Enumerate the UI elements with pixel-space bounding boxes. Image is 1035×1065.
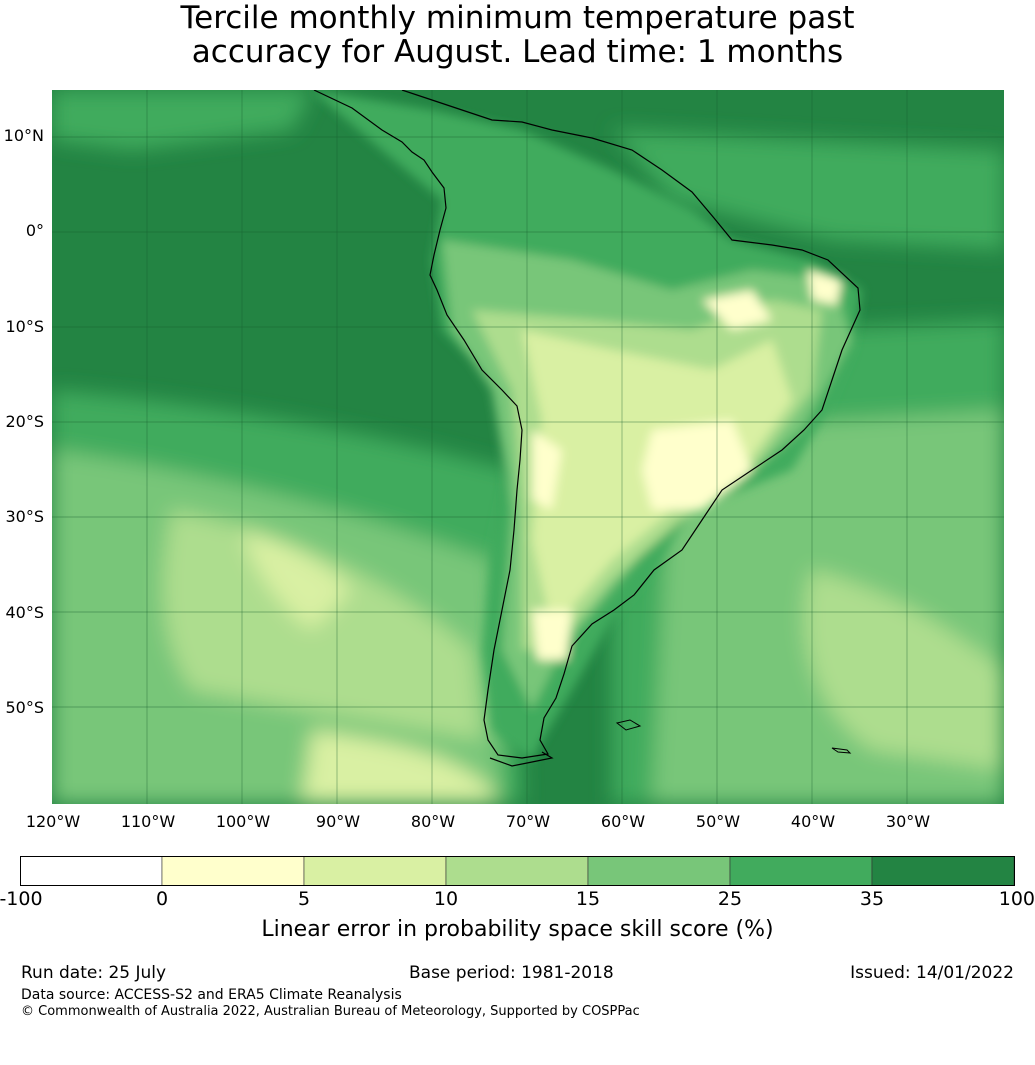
lon-label: 70°W — [505, 812, 551, 831]
continent-interior-band-0-central — [642, 420, 752, 510]
north-atlantic-band-35 — [612, 130, 1004, 250]
lon-label: 100°W — [215, 812, 271, 831]
map-title-line1: Tercile monthly minimum temperature past — [180, 0, 855, 36]
data-source: Data source: ACCESS-S2 and ERA5 Climate … — [21, 987, 402, 1003]
south-atlantic-band-15 — [804, 570, 1004, 770]
continent-interior-band-0-andes — [532, 430, 562, 510]
tierra-del-fuego-coast — [489, 751, 554, 767]
lon-label: 120°W — [25, 812, 81, 831]
falkland-islands — [615, 719, 642, 731]
lon-label: 30°W — [885, 812, 931, 831]
continent-interior-band-0-east-tip — [807, 270, 842, 305]
lon-label: 110°W — [120, 812, 176, 831]
issued-date: Issued: 14/01/2022 — [850, 963, 1014, 983]
colorbar-label: Linear error in probability space skill … — [261, 917, 774, 942]
base-period: Base period: 1981-2018 — [409, 963, 614, 983]
south-georgia — [831, 747, 852, 754]
colorbar-tick: 5 — [297, 888, 311, 910]
lon-label: 90°W — [315, 812, 361, 831]
map-title-line2: accuracy for August. Lead time: 1 months — [191, 34, 844, 70]
north-caribbean-band-35 — [52, 90, 312, 150]
colorbar-tick: 35 — [859, 888, 885, 910]
colorbar-segment — [20, 856, 163, 886]
colorbar — [20, 856, 1015, 886]
colorbar-tick: 15 — [575, 888, 601, 910]
colorbar-tick: 10 — [433, 888, 459, 910]
colorbar-segment — [445, 856, 589, 886]
skill-score-map — [52, 90, 1004, 804]
colorbar-outline — [20, 856, 1015, 886]
graticule — [52, 90, 1004, 804]
continent-interior-band-0-south — [532, 610, 572, 660]
lon-label: 80°W — [410, 812, 456, 831]
colorbar-tick: -100 — [0, 888, 43, 910]
colorbar-tick: 0 — [155, 888, 169, 910]
colorbar-segment — [729, 856, 873, 886]
colorbar-segment — [871, 856, 1015, 886]
lon-label: 40°W — [790, 812, 836, 831]
colorbar-segment — [303, 856, 447, 886]
colorbar-tick: 25 — [717, 888, 743, 910]
continent-interior-band-0-northeast — [702, 290, 772, 330]
colorbar-segment — [587, 856, 731, 886]
lon-label: 50°W — [695, 812, 741, 831]
south-pacific-band-5 — [242, 530, 352, 630]
run-date: Run date: 25 July — [21, 963, 167, 983]
south-america-coastline — [313, 90, 861, 759]
lat-label: 40°S — [5, 603, 44, 622]
colorbar-segment — [161, 856, 305, 886]
lat-label: 0° — [25, 221, 44, 240]
lat-label: 10°S — [5, 317, 44, 336]
colorbar-tick: 100 — [998, 888, 1035, 910]
lat-label: 20°S — [5, 412, 44, 431]
south-pacific-band-15 — [163, 510, 482, 740]
southern-tip-band-5 — [302, 730, 492, 804]
copyright-notice: © Commonwealth of Australia 2022, Austra… — [21, 1004, 640, 1019]
lat-label: 10°N — [3, 126, 44, 145]
lon-label: 60°W — [600, 812, 646, 831]
lat-label: 30°S — [5, 507, 44, 526]
lat-label: 50°S — [5, 698, 44, 717]
